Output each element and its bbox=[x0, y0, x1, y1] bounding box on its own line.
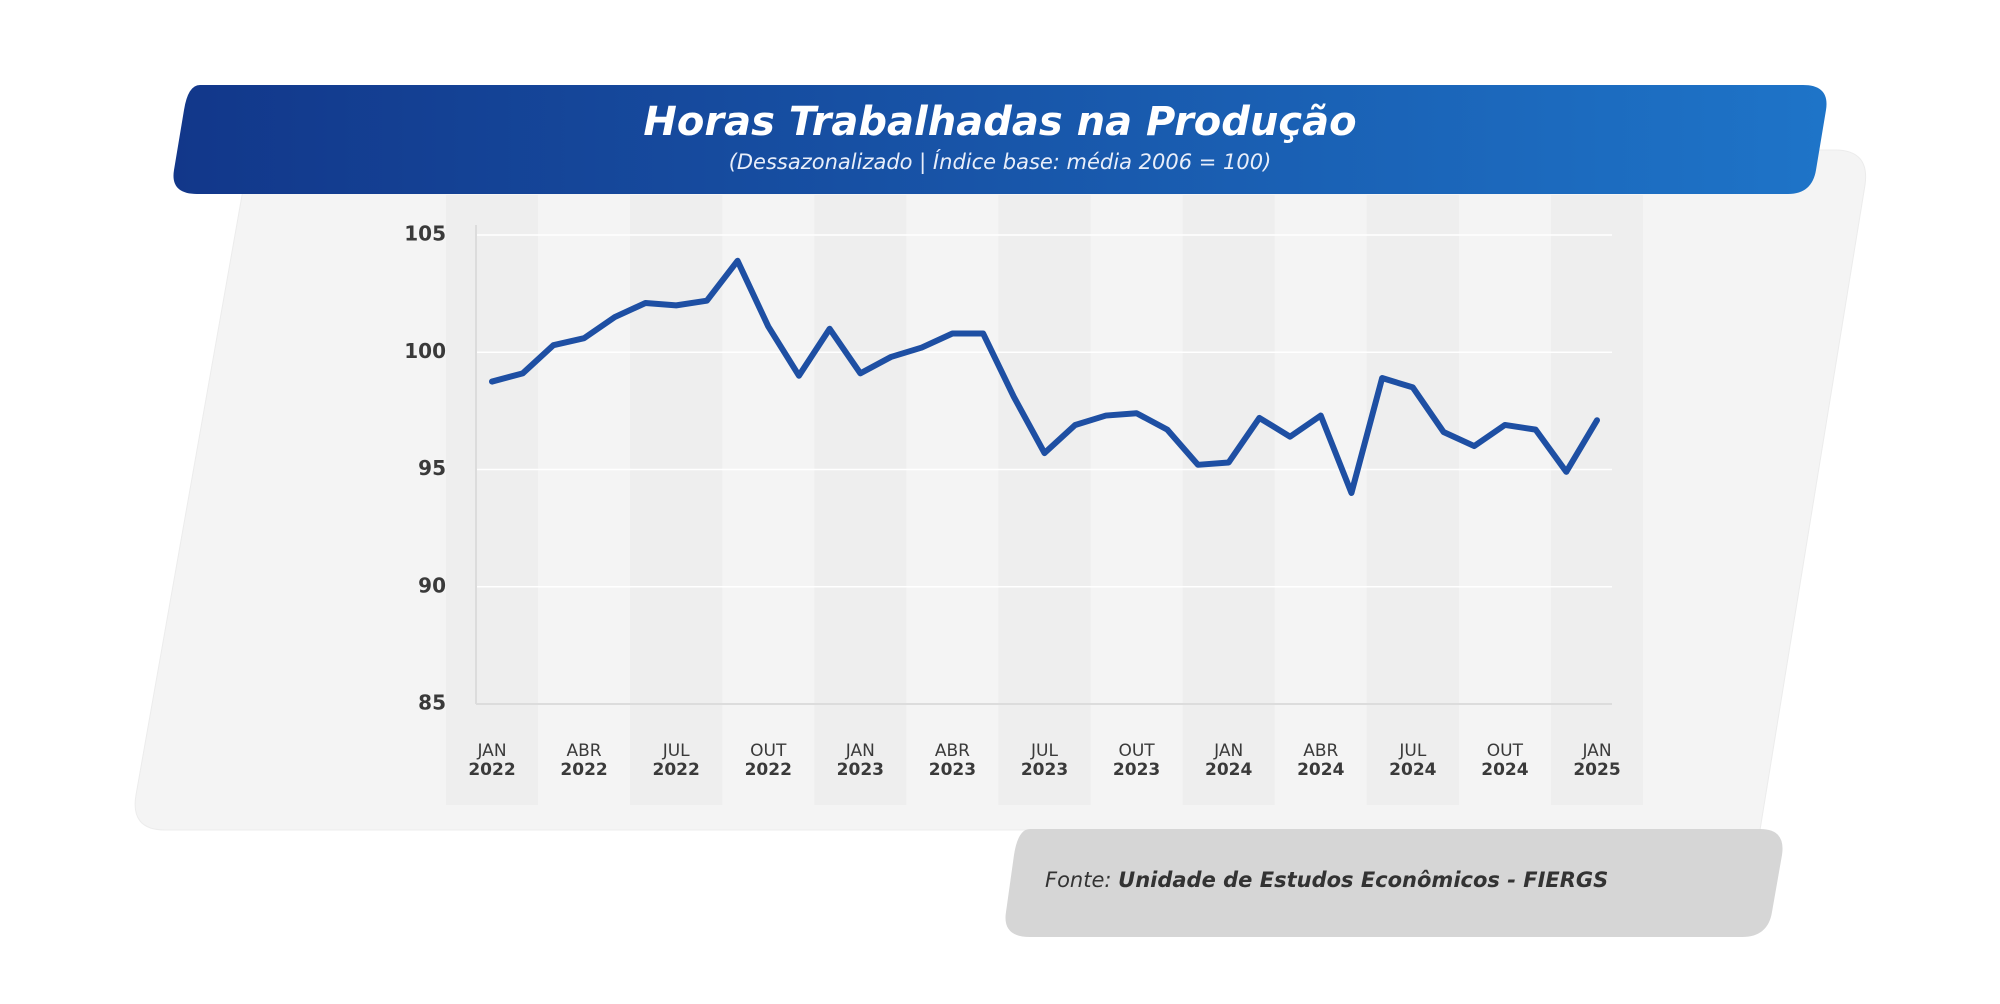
y-tick-label: 95 bbox=[418, 456, 446, 480]
band bbox=[998, 195, 1091, 805]
y-tick-label: 90 bbox=[418, 573, 446, 597]
x-tick-label: JAN 2024 bbox=[1204, 741, 1253, 780]
band bbox=[1182, 195, 1275, 805]
band bbox=[1366, 195, 1459, 805]
x-tick-label: OUT 2024 bbox=[1481, 741, 1529, 780]
x-tick-label: JUL 2024 bbox=[1389, 741, 1437, 780]
source-label: Fonte: bbox=[1045, 868, 1112, 892]
chart-subtitle: (Dessazonalizado | Índice base: média 20… bbox=[729, 149, 1272, 175]
x-tick-label: JAN 2022 bbox=[468, 741, 516, 780]
y-tick-label: 85 bbox=[418, 691, 446, 715]
band bbox=[1550, 195, 1644, 805]
x-tick-label: JAN 2025 bbox=[1573, 741, 1621, 780]
x-tick-label: ABR 2024 bbox=[1297, 741, 1345, 780]
x-tick-label: OUT 2022 bbox=[744, 741, 792, 780]
x-tick-label: JUL 2022 bbox=[652, 741, 700, 780]
data-line bbox=[489, 257, 1600, 496]
band bbox=[445, 195, 539, 805]
band bbox=[814, 195, 907, 805]
x-tick-label: OUT 2023 bbox=[1112, 741, 1161, 780]
x-tick-label: ABR 2022 bbox=[560, 741, 608, 780]
x-tick-label: JUL 2023 bbox=[1020, 741, 1069, 780]
x-tick-label: JAN 2023 bbox=[836, 741, 884, 780]
source-text: Unidade de Estudos Econômicos - FIERGS bbox=[1118, 868, 1609, 892]
y-tick-label: 105 bbox=[404, 222, 446, 246]
source-box bbox=[1005, 829, 1783, 937]
y-tick-label: 100 bbox=[404, 339, 446, 363]
chart-title: Horas Trabalhadas na Produção bbox=[643, 99, 1356, 145]
band bbox=[630, 195, 723, 805]
x-tick-label: ABR 2023 bbox=[928, 741, 977, 780]
header-banner bbox=[173, 85, 1827, 194]
source: Fonte: Unidade de Estudos Econômicos - F… bbox=[1045, 868, 1608, 892]
